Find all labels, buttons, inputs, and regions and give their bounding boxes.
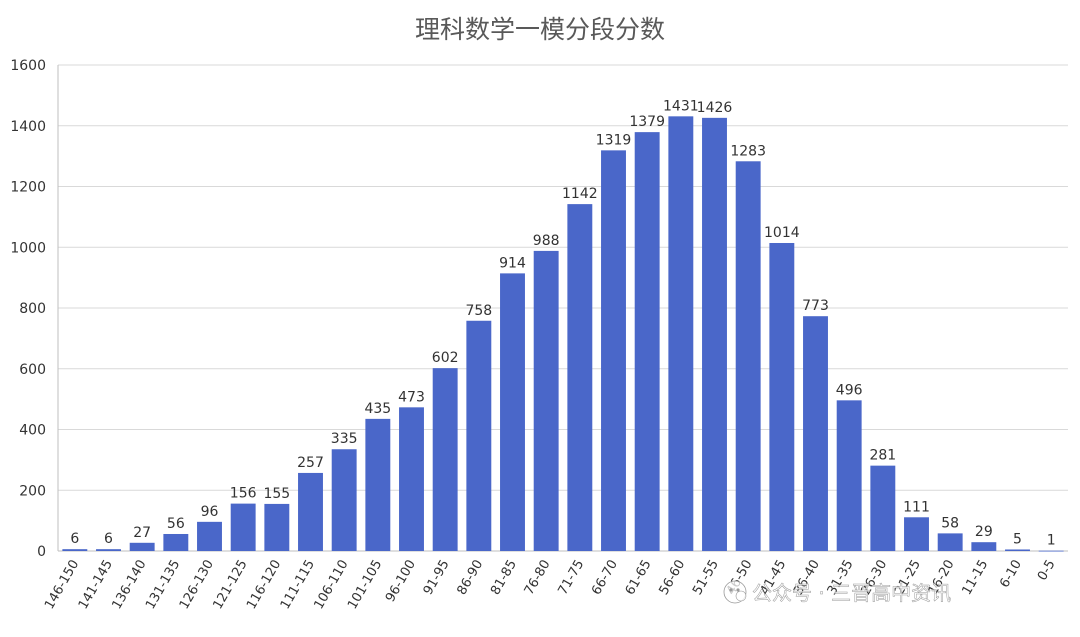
y-tick-label: 400 bbox=[19, 423, 46, 439]
data-label: 27 bbox=[133, 525, 151, 541]
data-label: 1014 bbox=[764, 225, 800, 241]
data-label: 435 bbox=[364, 401, 391, 417]
bar bbox=[1038, 550, 1064, 552]
chart-title: 理科数学一模分段分数 bbox=[415, 15, 665, 44]
bar bbox=[197, 521, 222, 551]
bar bbox=[567, 204, 593, 551]
watermark-text: 公众号 · 三晋高中资讯 bbox=[752, 581, 951, 605]
bar bbox=[1005, 549, 1030, 551]
bar bbox=[129, 542, 155, 551]
x-tick-label: 11-15 bbox=[959, 557, 991, 597]
data-label: 1426 bbox=[697, 100, 733, 116]
bar bbox=[668, 116, 694, 552]
data-label: 773 bbox=[802, 298, 829, 314]
data-label: 1142 bbox=[562, 186, 598, 202]
data-label: 5 bbox=[1013, 531, 1022, 547]
y-tick-label: 0 bbox=[37, 544, 46, 560]
data-label: 29 bbox=[975, 524, 993, 540]
data-label: 6 bbox=[104, 531, 113, 547]
wechat-icon bbox=[723, 580, 747, 604]
bar bbox=[466, 320, 492, 551]
x-tick-label: 61-65 bbox=[623, 558, 655, 598]
bar bbox=[96, 549, 121, 551]
y-tick-label: 1200 bbox=[10, 180, 46, 196]
data-label: 96 bbox=[201, 504, 219, 520]
x-tick-label: 76-80 bbox=[522, 558, 554, 598]
bars bbox=[62, 116, 1064, 552]
bar bbox=[62, 549, 88, 551]
x-tick-label: 66-70 bbox=[589, 558, 621, 598]
data-label: 335 bbox=[331, 431, 358, 447]
bar bbox=[365, 418, 391, 551]
bar bbox=[702, 117, 727, 551]
data-label: 156 bbox=[230, 486, 257, 502]
data-label: 155 bbox=[263, 486, 290, 502]
data-label: 281 bbox=[869, 448, 896, 464]
bar bbox=[735, 161, 761, 551]
data-label: 1283 bbox=[730, 143, 766, 159]
y-axis: 0 200 400 600 800 1000 1200 1400 1600 bbox=[10, 58, 46, 560]
x-tick-label: 71-75 bbox=[555, 558, 587, 598]
bar bbox=[836, 400, 862, 551]
y-tick-label: 1000 bbox=[10, 240, 46, 256]
data-label: 58 bbox=[941, 515, 959, 531]
x-tick-label: 56-60 bbox=[656, 558, 688, 598]
x-tick-label: 51-55 bbox=[690, 558, 722, 598]
bar bbox=[937, 533, 963, 551]
data-label: 496 bbox=[836, 382, 863, 398]
x-tick-label: 96-100 bbox=[383, 558, 419, 605]
bar bbox=[904, 517, 929, 551]
data-label: 1431 bbox=[663, 98, 699, 114]
data-label: 257 bbox=[297, 455, 324, 471]
data-label: 914 bbox=[499, 255, 526, 271]
data-label: 111 bbox=[903, 499, 930, 515]
x-tick-label: 81-85 bbox=[488, 558, 520, 598]
bar bbox=[432, 368, 458, 551]
bar bbox=[634, 132, 660, 551]
bar bbox=[331, 449, 357, 551]
bar bbox=[399, 407, 424, 551]
bar bbox=[870, 465, 896, 551]
data-label: 56 bbox=[167, 516, 185, 532]
bar bbox=[533, 250, 559, 551]
bar bbox=[163, 533, 189, 551]
bar bbox=[230, 503, 256, 551]
data-label: 758 bbox=[465, 303, 492, 319]
y-tick-label: 1400 bbox=[10, 119, 46, 135]
bar bbox=[769, 242, 795, 551]
x-tick-label: 0-5 bbox=[1035, 558, 1059, 584]
data-label: 1379 bbox=[629, 114, 665, 130]
data-label: 1 bbox=[1047, 533, 1056, 549]
y-tick-label: 800 bbox=[19, 301, 46, 317]
data-label: 602 bbox=[432, 350, 459, 366]
bar bbox=[298, 472, 323, 551]
x-tick-label: 6-10 bbox=[997, 558, 1025, 591]
bar bbox=[601, 150, 626, 551]
bar bbox=[264, 503, 290, 551]
bar bbox=[803, 316, 828, 551]
gridlines bbox=[57, 64, 1068, 552]
data-label: 1319 bbox=[596, 132, 632, 148]
bar bbox=[500, 273, 525, 551]
data-label: 6 bbox=[70, 531, 79, 547]
x-tick-label: 86-90 bbox=[454, 558, 486, 598]
watermark: 公众号 · 三晋高中资讯 bbox=[723, 580, 951, 605]
data-label: 473 bbox=[398, 389, 425, 405]
y-tick-label: 600 bbox=[19, 362, 46, 378]
data-label: 988 bbox=[533, 233, 560, 249]
bar bbox=[971, 542, 997, 551]
x-tick-label: 91-95 bbox=[421, 558, 453, 598]
y-tick-label: 1600 bbox=[10, 58, 46, 74]
y-tick-label: 200 bbox=[19, 483, 46, 499]
